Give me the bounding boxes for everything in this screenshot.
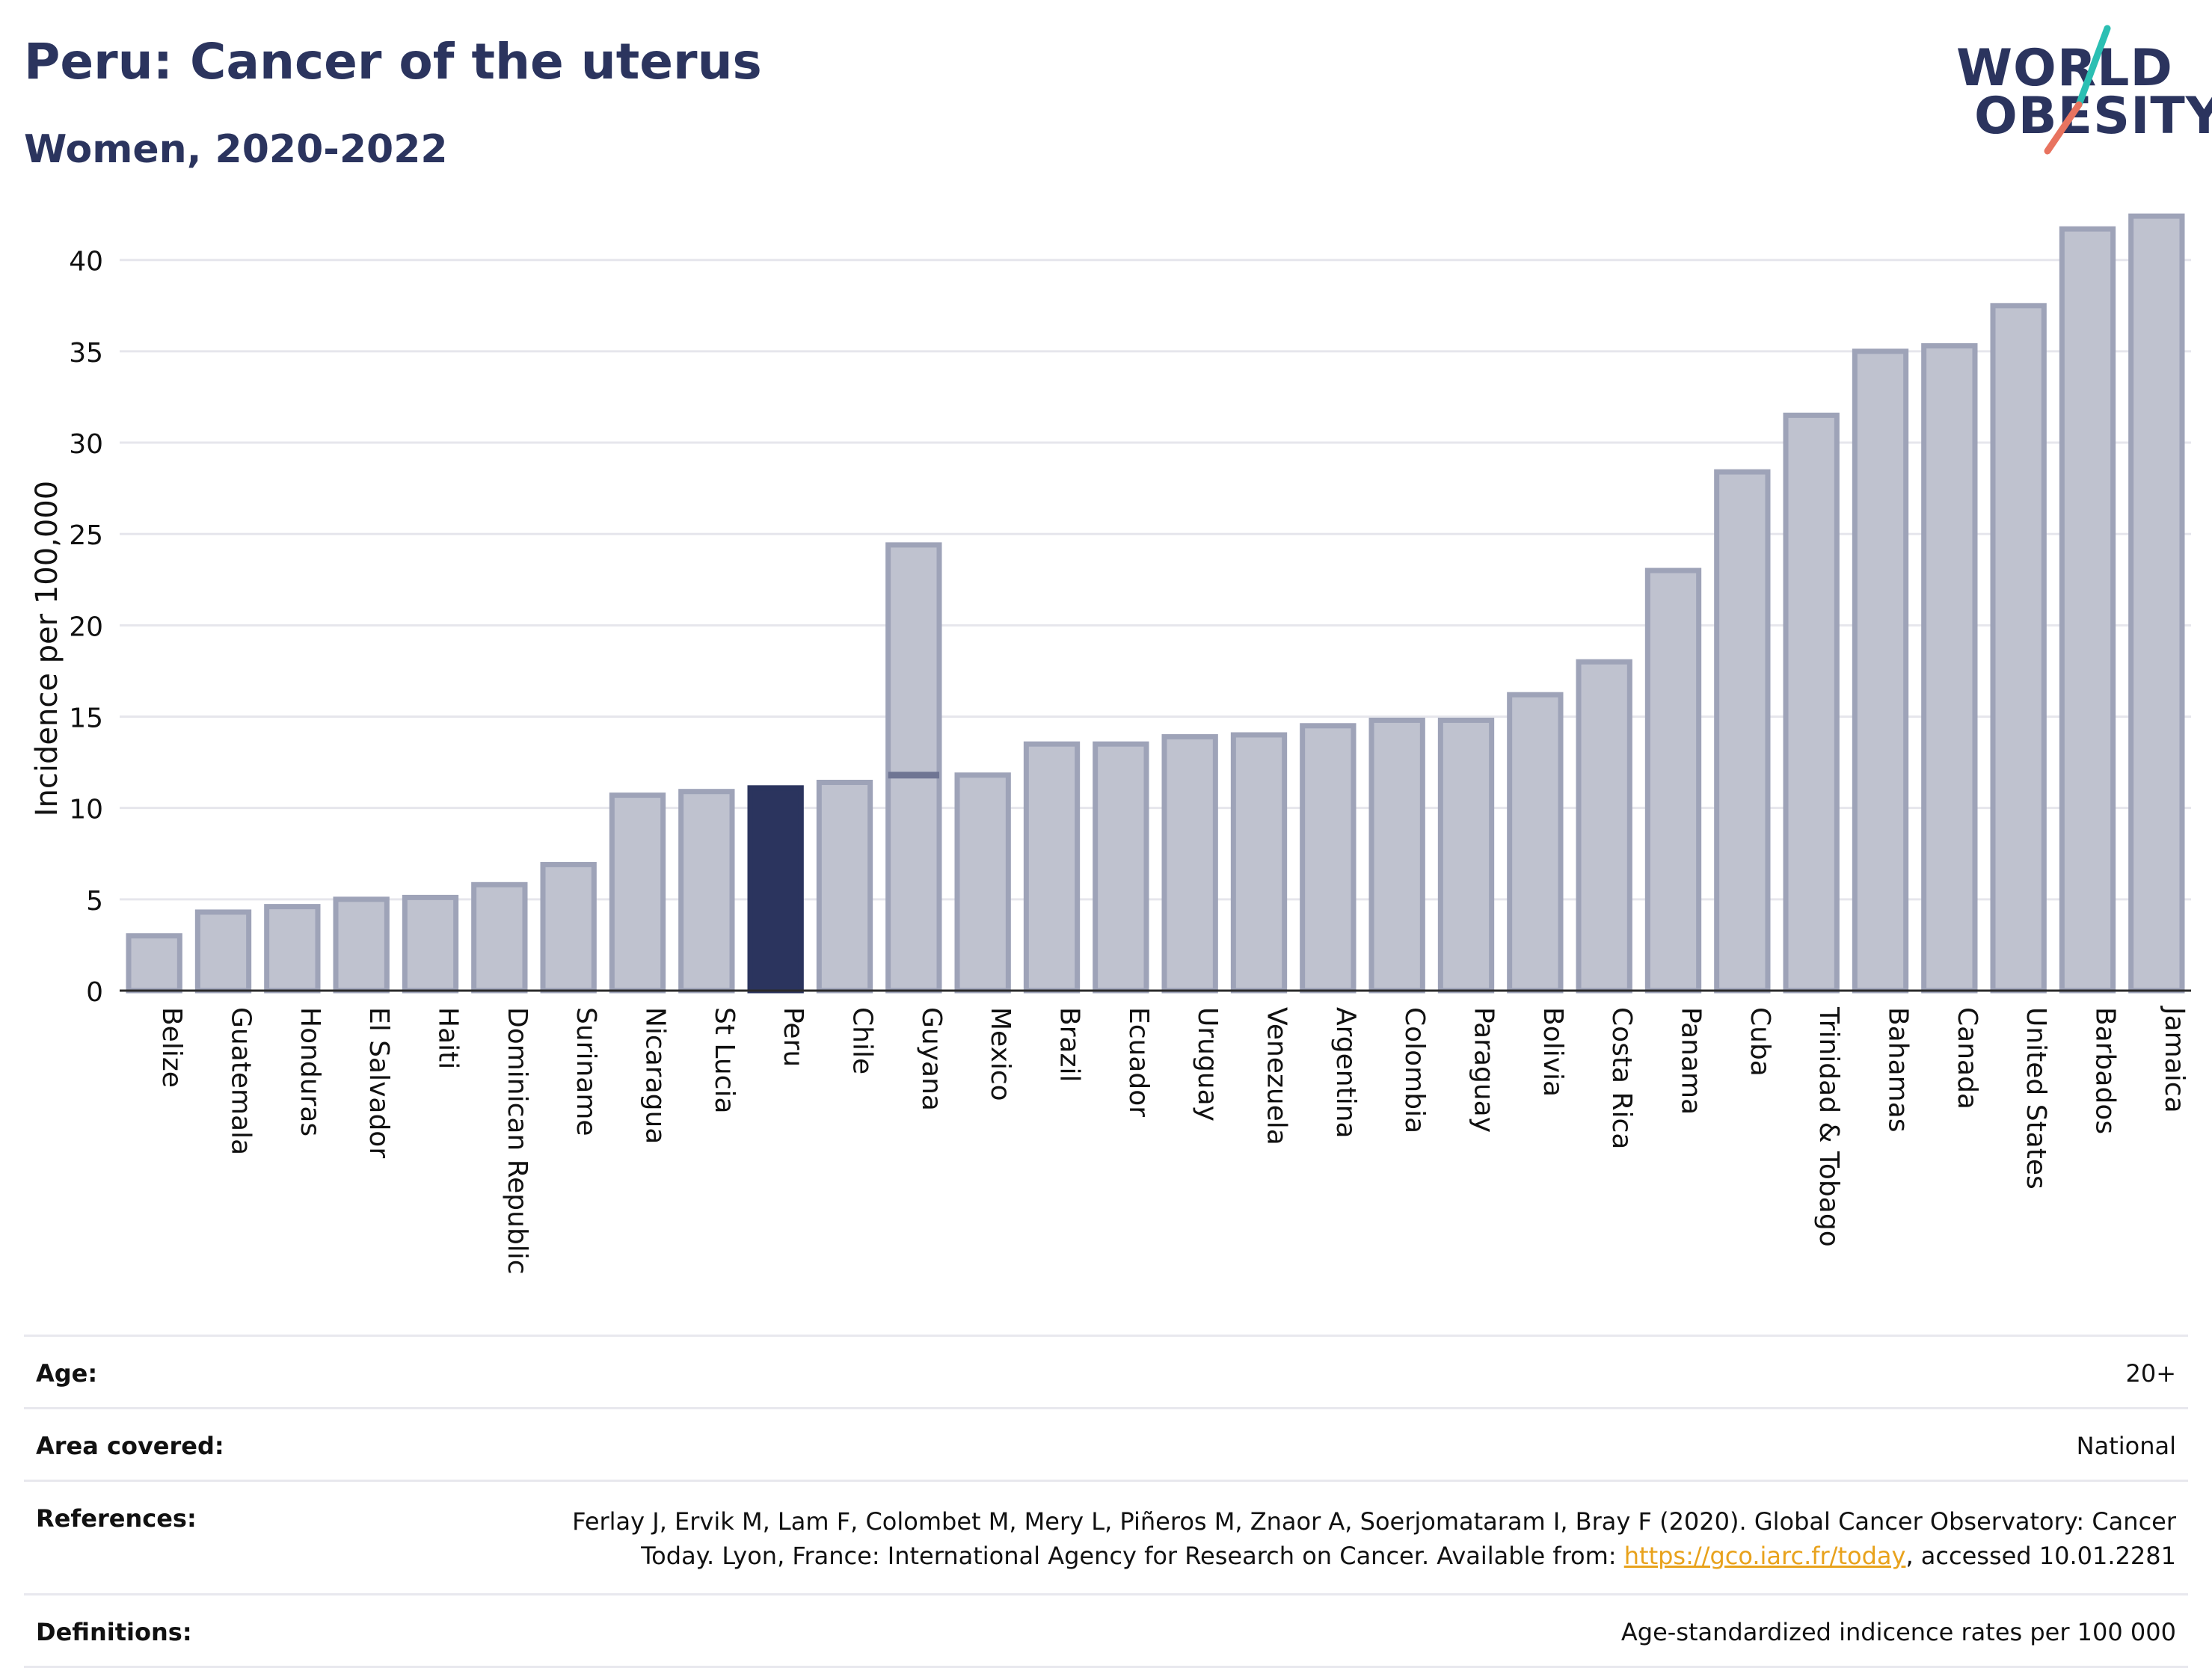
bar-ecuador: [1093, 741, 1149, 994]
info-label-area: Area covered:: [36, 1432, 224, 1460]
bar-jamaica: [2128, 213, 2185, 994]
y-tick-label: 20: [69, 612, 103, 642]
x-tick-label: Bolivia: [1537, 1007, 1568, 1097]
bar-united-states: [1990, 303, 2047, 994]
reference-line-2-post: , accessed 10.01.2281: [1905, 1542, 2176, 1571]
x-tick-label: Peru: [778, 1007, 808, 1067]
bar-mexico: [954, 772, 1011, 994]
bar-guyana: [885, 542, 942, 994]
bar-honduras: [264, 904, 321, 994]
info-row-references: References: Ferlay J, Ervik M, Lam F, Co…: [24, 1480, 2188, 1593]
bar-el-salvador: [333, 896, 390, 994]
bar-costa-rica: [1576, 659, 1632, 994]
info-table: Age: 20+ Area covered: National Referenc…: [24, 1335, 2188, 1668]
x-tick-label: St Lucia: [709, 1007, 740, 1114]
info-value-definitions: Age-standardized indicence rates per 100…: [1620, 1617, 2176, 1646]
bar-chart: 0 5 10 15 20 25 30 35 40 Incidence per 100,000 B…: [30, 213, 2191, 1275]
x-tick-label: Brazil: [1054, 1007, 1085, 1082]
x-tick-label: Chile: [847, 1007, 878, 1074]
x-tick-label: Nicaragua: [640, 1007, 671, 1144]
bar-venezuela: [1230, 732, 1288, 994]
x-tick-label: Belize: [156, 1007, 187, 1088]
reference-line-2-pre: Today. Lyon, France: International Agenc…: [641, 1542, 1624, 1571]
chart-subtitle: Women, 2020-2022: [24, 127, 448, 172]
bars: [126, 213, 2185, 994]
x-tick-label: Trinidad & Tobago: [1813, 1006, 1844, 1247]
chart-title: Peru: Cancer of the uterus: [24, 33, 762, 90]
x-tick-label: Dominican Republic: [502, 1007, 532, 1275]
bar-brazil: [1023, 741, 1081, 994]
logo-line-2: OBESITY: [1974, 87, 2212, 146]
bar-guatemala: [194, 909, 252, 994]
reference-link[interactable]: https://gco.iarc.fr/today: [1623, 1542, 1906, 1571]
y-tick-label: 25: [69, 520, 103, 551]
bar-haiti: [402, 894, 459, 994]
x-tick-label: Costa Rica: [1606, 1007, 1637, 1149]
x-tick-label: Panama: [1676, 1007, 1706, 1115]
x-tick-label: Haiti: [433, 1007, 464, 1069]
bar-peru: [747, 785, 804, 994]
x-tick-label: Barbados: [2090, 1007, 2121, 1134]
x-tick-label: United States: [2021, 1007, 2051, 1190]
info-label-definitions: Definitions:: [36, 1617, 192, 1646]
y-tick-label: 10: [69, 795, 103, 825]
bar-colombia: [1368, 717, 1425, 994]
x-tick-label: Ecuador: [1123, 1007, 1154, 1117]
info-label-references: References:: [36, 1504, 197, 1533]
x-tick-label: Venezuela: [1262, 1007, 1292, 1145]
x-tick-label: Argentina: [1330, 1007, 1361, 1139]
x-tick-label: Guyana: [916, 1007, 947, 1111]
logo-slash-icon: [2044, 25, 2111, 155]
world-obesity-logo: WORLD OBESITY: [1944, 22, 2212, 157]
x-tick-label: El Salvador: [363, 1007, 394, 1158]
bar-paraguay: [1437, 717, 1495, 994]
info-row-age: Age: 20+: [24, 1335, 2188, 1407]
y-tick-label: 30: [69, 429, 103, 460]
bar-cuba: [1714, 469, 1771, 994]
x-axis-ticks: Belize Guatemala Honduras El Salvador Haiti D…: [156, 1006, 2190, 1275]
info-value-references: Ferlay J, Ervik M, Lam F, Colombet M, Me…: [572, 1504, 2176, 1574]
y-tick-label: 5: [86, 886, 103, 917]
bar-bolivia: [1507, 692, 1564, 994]
bar-nicaragua: [609, 793, 666, 994]
bar-chile: [816, 779, 873, 994]
bar-uruguay: [1161, 733, 1218, 994]
bar-dominican-republic: [471, 881, 528, 994]
reference-line-1: Ferlay J, Ervik M, Lam F, Colombet M, Me…: [572, 1507, 2176, 1536]
y-tick-label: 15: [69, 704, 103, 734]
bar-suriname: [540, 861, 597, 994]
y-axis-ticks: 0 5 10 15 20 25 30 35 40: [69, 247, 103, 1008]
bar-trinidad-tobago: [1783, 412, 1840, 994]
info-row-area: Area covered: National: [24, 1407, 2188, 1480]
info-value-age: 20+: [2125, 1359, 2176, 1388]
x-tick-label: Bahamas: [1883, 1007, 1914, 1133]
info-row-definitions: Definitions: Age-standardized indicence …: [24, 1592, 2188, 1668]
x-tick-label: Colombia: [1399, 1007, 1430, 1133]
x-tick-label: Honduras: [295, 1007, 325, 1136]
bar-st-lucia: [678, 789, 735, 994]
x-tick-label: Mexico: [985, 1007, 1016, 1101]
gridlines: [120, 259, 2191, 901]
y-tick-label: 35: [69, 338, 103, 369]
logo-line-1: WORLD: [1956, 39, 2173, 98]
bar-belize: [126, 933, 182, 994]
x-tick-label: Paraguay: [1469, 1007, 1499, 1133]
x-tick-label: Guatemala: [226, 1007, 256, 1155]
x-tick-label: Suriname: [571, 1007, 601, 1136]
bar-argentina: [1300, 723, 1357, 994]
x-tick-label: Canada: [1952, 1007, 1982, 1110]
info-label-age: Age:: [36, 1359, 98, 1388]
x-tick-label: Uruguay: [1192, 1007, 1223, 1121]
bar-canada: [1921, 343, 1978, 994]
y-axis-label: Incidence per 100,000: [30, 481, 64, 817]
x-tick-label: Cuba: [1745, 1007, 1775, 1077]
x-tick-label: Jamaica: [2159, 1006, 2190, 1113]
bar-barbados: [2059, 226, 2116, 994]
bar-panama: [1644, 567, 1702, 994]
info-value-area: National: [2076, 1432, 2176, 1460]
bar-bahamas: [1852, 348, 1909, 994]
y-tick-label: 0: [86, 977, 103, 1008]
y-tick-label: 40: [69, 247, 103, 277]
